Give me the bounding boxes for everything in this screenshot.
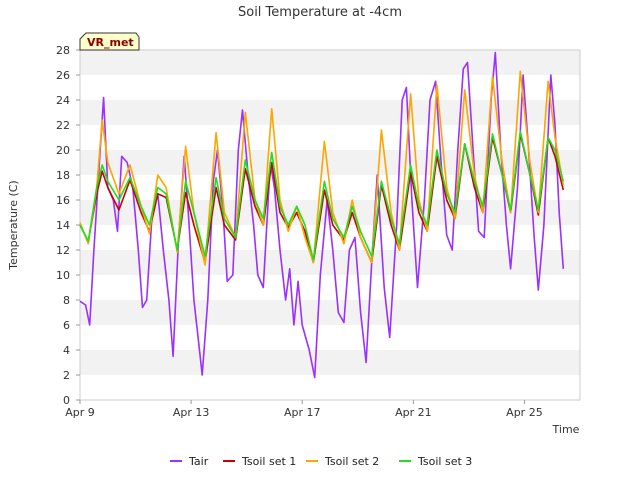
x-tick-label: Apr 17 xyxy=(284,406,321,419)
y-tick-label: 20 xyxy=(56,144,70,157)
series-line-tsoil-set-3 xyxy=(79,130,565,261)
grid-band xyxy=(80,375,580,400)
grid-band xyxy=(80,300,580,325)
site-label: VR_met xyxy=(87,36,134,49)
x-tick-label: Apr 9 xyxy=(65,406,95,419)
grid-band xyxy=(80,75,580,100)
y-tick-label: 18 xyxy=(56,169,70,182)
series-lines xyxy=(79,51,565,379)
y-tick-label: 12 xyxy=(56,244,70,257)
y-tick-label: 8 xyxy=(63,294,70,307)
y-tick-label: 4 xyxy=(63,344,70,357)
y-tick-label: 28 xyxy=(56,44,70,57)
y-tick-label: 16 xyxy=(56,194,70,207)
grid-band xyxy=(80,250,580,275)
grid-bands xyxy=(80,50,580,400)
legend-label-tsoil-set-3: Tsoil set 3 xyxy=(417,455,472,468)
y-tick-label: 6 xyxy=(63,319,70,332)
y-tick-label: 14 xyxy=(56,219,70,232)
x-tick-label: Apr 13 xyxy=(173,406,210,419)
grid-band xyxy=(80,125,580,150)
grid-band xyxy=(80,275,580,300)
y-tick-label: 2 xyxy=(63,369,70,382)
legend-label-tsoil-set-2: Tsoil set 2 xyxy=(324,455,379,468)
grid-band xyxy=(80,100,580,125)
legend-label-tair: Tair xyxy=(188,455,209,468)
y-tick-label: 24 xyxy=(56,94,70,107)
y-axis-title: Temperature (C) xyxy=(7,180,20,270)
y-tick-label: 26 xyxy=(56,69,70,82)
legend-label-tsoil-set-1: Tsoil set 1 xyxy=(241,455,296,468)
chart-title: Soil Temperature at -4cm xyxy=(238,5,402,20)
x-tick-label: Apr 25 xyxy=(506,406,543,419)
site-label-box: VR_met xyxy=(79,32,140,51)
y-tick-label: 10 xyxy=(56,269,70,282)
y-tick-label: 22 xyxy=(56,119,70,132)
x-axis-title: Time xyxy=(552,423,580,436)
x-tick-label: Apr 21 xyxy=(395,406,432,419)
y-tick-label: 0 xyxy=(63,394,70,407)
grid-band xyxy=(80,150,580,175)
grid-band xyxy=(80,50,580,75)
x-axis: Apr 9 Apr 13 Apr 17 Apr 21 Apr 25 xyxy=(65,400,543,419)
grid-band xyxy=(80,325,580,350)
legend: Tair Tsoil set 1 Tsoil set 2 Tsoil set 3 xyxy=(170,455,472,468)
grid-band xyxy=(80,350,580,375)
